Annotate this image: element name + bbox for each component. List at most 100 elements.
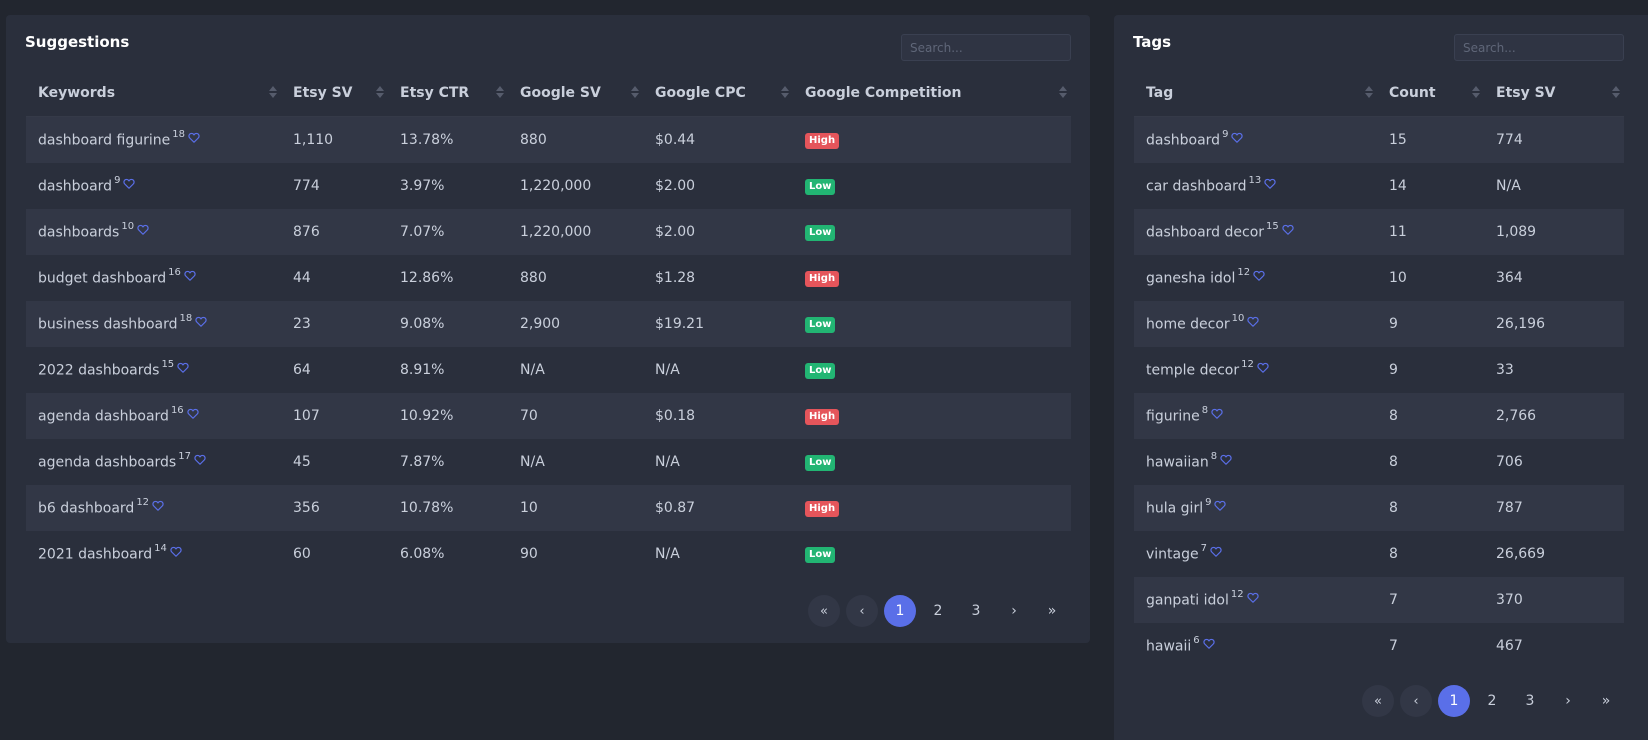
etsy-ctr-cell: 10.78%: [388, 485, 508, 531]
keyword-link[interactable]: dashboards: [38, 224, 120, 241]
heart-outline-icon[interactable]: [1247, 315, 1260, 331]
page-3-button[interactable]: 3: [1525, 693, 1535, 709]
keyword-count: 10: [121, 221, 135, 233]
page-2-button[interactable]: 2: [933, 603, 943, 619]
page-1-button[interactable]: 1: [1438, 685, 1470, 717]
tag-length: 15: [1266, 221, 1279, 233]
tag-link[interactable]: hawaiian: [1146, 454, 1209, 471]
tag-link[interactable]: temple decor: [1146, 362, 1240, 379]
sort-arrows-icon[interactable]: [1365, 86, 1373, 98]
heart-outline-icon[interactable]: [1220, 453, 1232, 469]
prev-page-button[interactable]: ‹: [1400, 685, 1432, 717]
suggestions-header-google-sv[interactable]: Google SV: [508, 70, 643, 117]
sort-arrows-icon[interactable]: [631, 86, 639, 98]
keyword-link[interactable]: 2021 dashboard: [38, 546, 153, 563]
heart-outline-icon[interactable]: [187, 407, 199, 423]
etsy-sv-cell: 107: [281, 393, 388, 439]
tag-link[interactable]: ganpati idol: [1146, 592, 1229, 609]
keyword-cell: 2022 dashboards 15: [26, 347, 281, 393]
competition-cell: Low: [793, 531, 1071, 577]
tag-link[interactable]: hula girl: [1146, 500, 1204, 517]
suggestions-header-etsy-ctr[interactable]: Etsy CTR: [388, 70, 508, 117]
competition-cell: Low: [793, 439, 1071, 485]
keyword-link[interactable]: dashboard: [38, 178, 113, 195]
tag-link[interactable]: home decor: [1146, 316, 1230, 333]
table-row: dashboard 9 15 774: [1134, 116, 1624, 163]
table-row: business dashboard 18 23 9.08% 2,900 $19.21 Lo…: [26, 301, 1071, 347]
sort-arrows-icon[interactable]: [269, 86, 277, 98]
tag-link[interactable]: dashboard decor: [1146, 224, 1265, 241]
heart-outline-icon[interactable]: [177, 361, 189, 377]
sort-arrows-icon[interactable]: [1059, 86, 1067, 98]
etsy-sv-cell: 1,110: [281, 116, 388, 163]
tag-cell: temple decor 12: [1134, 347, 1377, 393]
heart-outline-icon[interactable]: [137, 223, 149, 239]
page-2-button[interactable]: 2: [1487, 693, 1497, 709]
page-1-button[interactable]: 1: [884, 595, 916, 627]
first-page-button[interactable]: «: [1362, 685, 1394, 717]
tag-length: 12: [1237, 267, 1251, 279]
keyword-link[interactable]: business dashboard: [38, 316, 178, 333]
heart-outline-icon[interactable]: [1202, 637, 1215, 653]
heart-outline-icon[interactable]: [184, 269, 196, 285]
tag-link[interactable]: ganesha idol: [1146, 270, 1236, 287]
heart-outline-icon[interactable]: [1246, 591, 1259, 607]
competition-badge: Low: [805, 179, 836, 195]
heart-outline-icon[interactable]: [1231, 131, 1244, 147]
heart-outline-icon[interactable]: [1211, 407, 1223, 423]
keyword-link[interactable]: dashboard figurine: [38, 132, 171, 149]
heart-outline-icon[interactable]: [1257, 361, 1269, 377]
suggestions-header-etsy-sv[interactable]: Etsy SV: [281, 70, 388, 117]
tag-link[interactable]: hawaii: [1146, 638, 1192, 655]
tags-header-etsy-sv[interactable]: Etsy SV: [1484, 70, 1624, 117]
column-header-label: Keywords: [38, 85, 116, 101]
tag-cell: hawaiian 8: [1134, 439, 1377, 485]
keyword-link[interactable]: agenda dashboard: [38, 408, 169, 425]
keyword-link[interactable]: agenda dashboards: [38, 454, 177, 471]
keyword-cell: b6 dashboard 12: [26, 485, 281, 531]
keyword-link[interactable]: budget dashboard: [38, 270, 167, 287]
keyword-link[interactable]: 2022 dashboards: [38, 362, 160, 379]
keyword-link[interactable]: b6 dashboard: [38, 500, 135, 517]
tag-link[interactable]: car dashboard: [1146, 178, 1247, 195]
sort-arrows-icon[interactable]: [781, 86, 789, 98]
page-3-button[interactable]: 3: [971, 603, 981, 619]
keyword-count: 9: [114, 175, 121, 187]
tag-link[interactable]: figurine: [1146, 408, 1200, 425]
heart-outline-icon[interactable]: [170, 545, 182, 561]
tags-header-count[interactable]: Count: [1377, 70, 1484, 117]
sort-arrows-icon[interactable]: [1472, 86, 1480, 98]
suggestions-header-google-competition[interactable]: Google Competition: [793, 70, 1071, 117]
heart-outline-icon[interactable]: [195, 315, 207, 331]
last-page-button[interactable]: »: [1047, 603, 1057, 619]
competition-cell: High: [793, 485, 1071, 531]
tags-header-tag[interactable]: Tag: [1134, 70, 1377, 117]
heart-outline-icon[interactable]: [1282, 223, 1294, 239]
heart-outline-icon[interactable]: [1214, 499, 1227, 515]
next-page-button[interactable]: ›: [1011, 603, 1017, 619]
heart-outline-icon[interactable]: [188, 131, 200, 147]
google-sv-cell: 1,220,000: [508, 209, 643, 255]
next-page-button[interactable]: ›: [1565, 693, 1571, 709]
sort-arrows-icon[interactable]: [376, 86, 384, 98]
sort-arrows-icon[interactable]: [1612, 86, 1620, 98]
tags-search-input[interactable]: [1454, 34, 1624, 61]
heart-outline-icon[interactable]: [152, 499, 164, 515]
prev-page-button[interactable]: ‹: [846, 595, 878, 627]
count-cell: 7: [1377, 577, 1484, 623]
first-page-button[interactable]: «: [808, 595, 840, 627]
suggestions-header-keywords[interactable]: Keywords: [26, 70, 281, 117]
tag-link[interactable]: dashboard: [1146, 132, 1221, 149]
last-page-button[interactable]: »: [1601, 693, 1611, 709]
heart-outline-icon[interactable]: [194, 453, 206, 469]
google-sv-cell: 70: [508, 393, 643, 439]
heart-outline-icon[interactable]: [1210, 545, 1222, 561]
heart-outline-icon[interactable]: [1264, 177, 1276, 193]
tag-link[interactable]: vintage: [1146, 546, 1199, 563]
heart-outline-icon[interactable]: [123, 177, 136, 193]
keyword-count: 18: [179, 313, 193, 325]
sort-arrows-icon[interactable]: [496, 86, 504, 98]
suggestions-header-google-cpc[interactable]: Google CPC: [643, 70, 793, 117]
suggestions-search-input[interactable]: [901, 34, 1071, 61]
heart-outline-icon[interactable]: [1253, 269, 1265, 285]
